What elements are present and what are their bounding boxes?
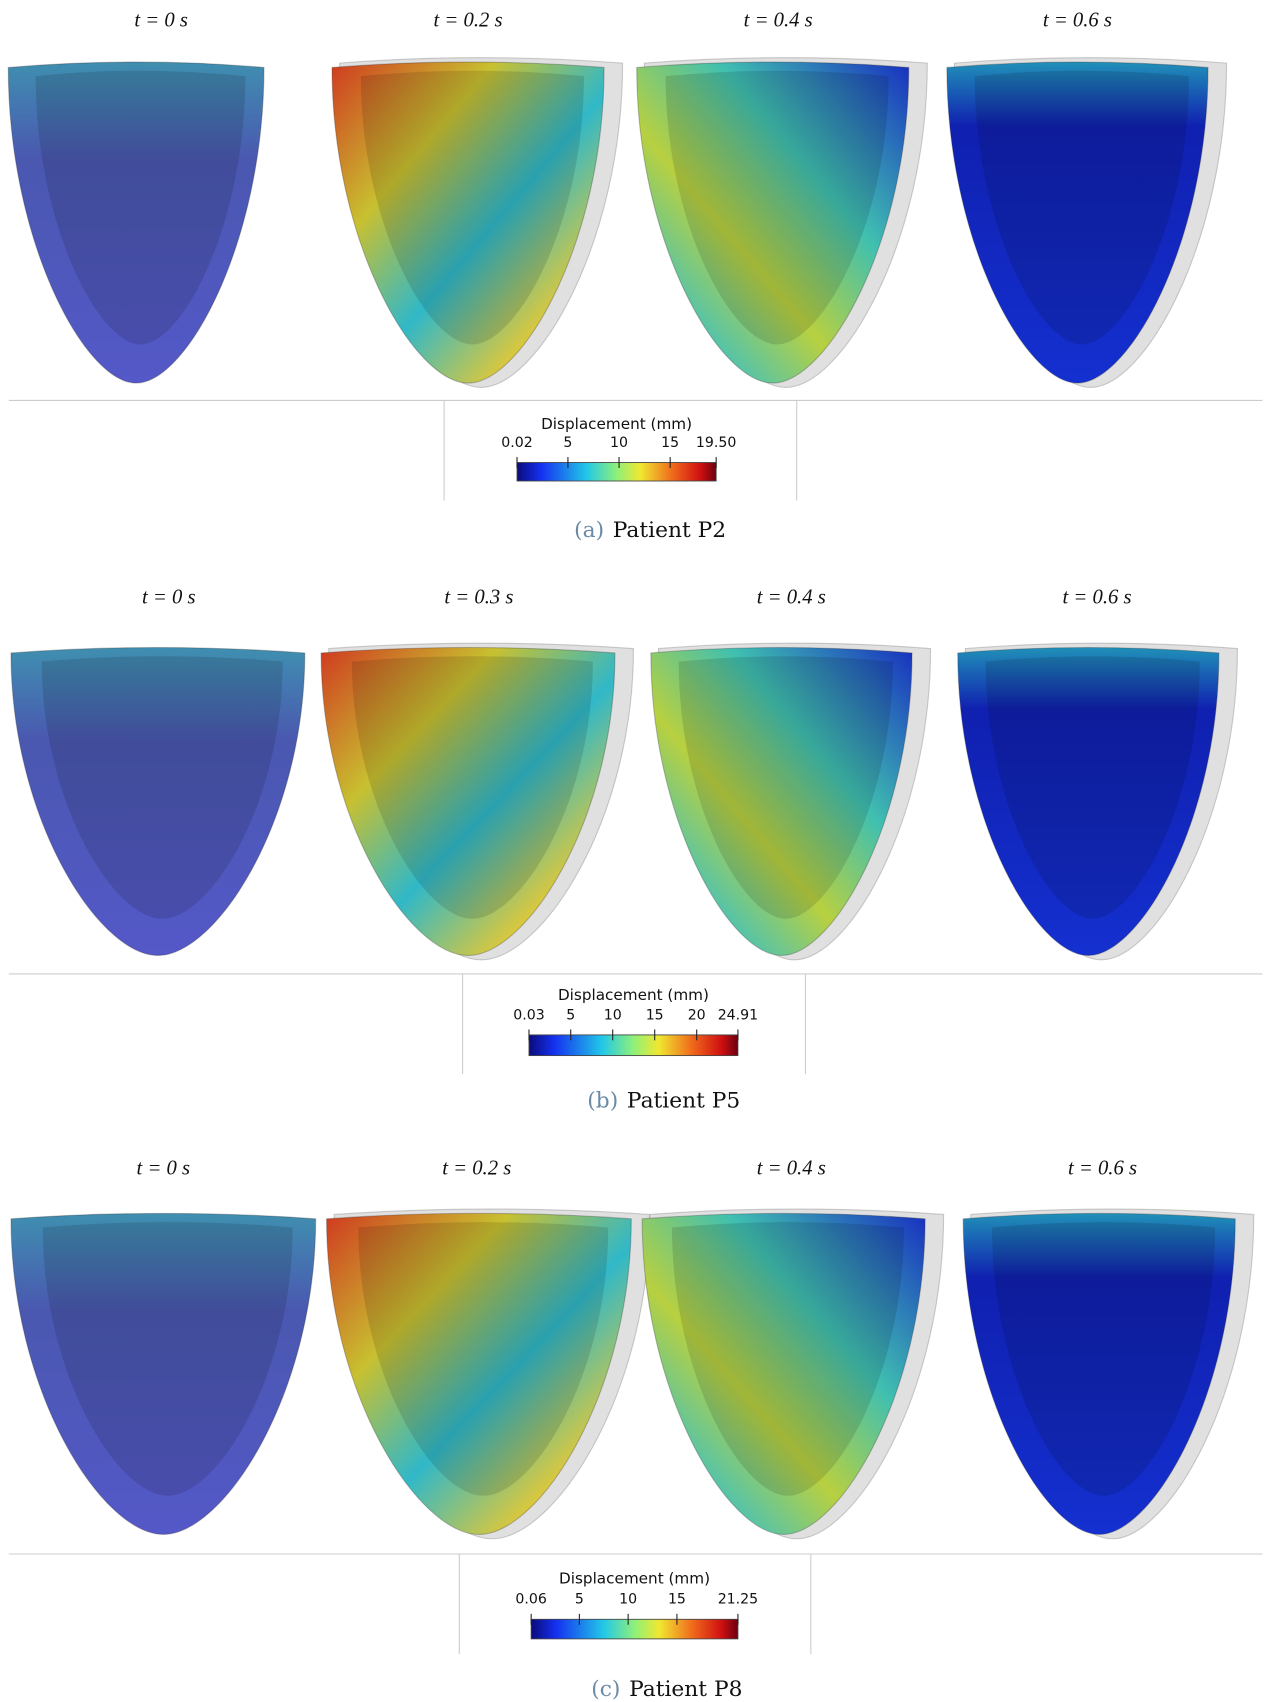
- time-label: t = 0.6 s: [1043, 10, 1112, 32]
- colorbar-tick-label: 10: [604, 1007, 622, 1023]
- time-label: t = 0 s: [134, 10, 188, 32]
- colorbar: [529, 1035, 738, 1056]
- caption-label: (a): [574, 518, 604, 543]
- time-label: t = 0.6 s: [1068, 1158, 1137, 1180]
- page: {"panels": [ {"times": ["t = 0 s", "t = …: [0, 0, 1268, 1702]
- time-label: t = 0 s: [137, 1158, 191, 1180]
- colorbar-title: Displacement (mm): [558, 986, 709, 1004]
- time-label: t = 0.4 s: [757, 1158, 826, 1180]
- colorbar-tick-label: 15: [646, 1007, 664, 1023]
- colorbar-tick-label: 19.50: [696, 435, 736, 451]
- colorbar-tick-label: 0.03: [513, 1007, 544, 1023]
- colorbar-tick-label: 5: [566, 1007, 575, 1023]
- caption-label: (b): [587, 1088, 618, 1113]
- time-label: t = 0 s: [142, 586, 196, 608]
- colorbar: [517, 463, 716, 482]
- caption-label: (c): [591, 1677, 620, 1702]
- caption-text: Patient P8: [629, 1677, 742, 1702]
- colorbar-tick-label: 10: [610, 435, 628, 451]
- colorbar-tick-label: 21.25: [718, 1592, 758, 1608]
- figure: t = 0 s t = 0.2 s t = 0.4 s t = 0.6 s Displa…: [0, 0, 1268, 1702]
- colorbar-tick-label: 0.02: [501, 435, 532, 451]
- colorbar-tick-label: 5: [563, 435, 572, 451]
- caption-text: Patient P2: [613, 518, 726, 543]
- colorbar-tick-label: 15: [668, 1592, 686, 1608]
- colorbar-tick-label: 24.91: [718, 1007, 758, 1023]
- colorbar-tick-label: 10: [619, 1592, 637, 1608]
- colorbar-title: Displacement (mm): [559, 1570, 710, 1588]
- colorbar-title: Displacement (mm): [541, 415, 692, 433]
- time-label: t = 0.2 s: [442, 1158, 511, 1180]
- colorbar-tick-label: 0.06: [515, 1592, 546, 1608]
- colorbar-tick-label: 5: [575, 1592, 584, 1608]
- time-label: t = 0.2 s: [434, 10, 503, 32]
- colorbar-tick-label: 15: [661, 435, 679, 451]
- caption-text: Patient P5: [627, 1088, 740, 1113]
- time-label: t = 0.6 s: [1063, 586, 1132, 608]
- time-label: t = 0.4 s: [757, 586, 826, 608]
- colorbar: [531, 1619, 738, 1639]
- time-label: t = 0.3 s: [444, 586, 513, 608]
- time-label: t = 0.4 s: [744, 10, 813, 32]
- colorbar-tick-label: 20: [688, 1007, 706, 1023]
